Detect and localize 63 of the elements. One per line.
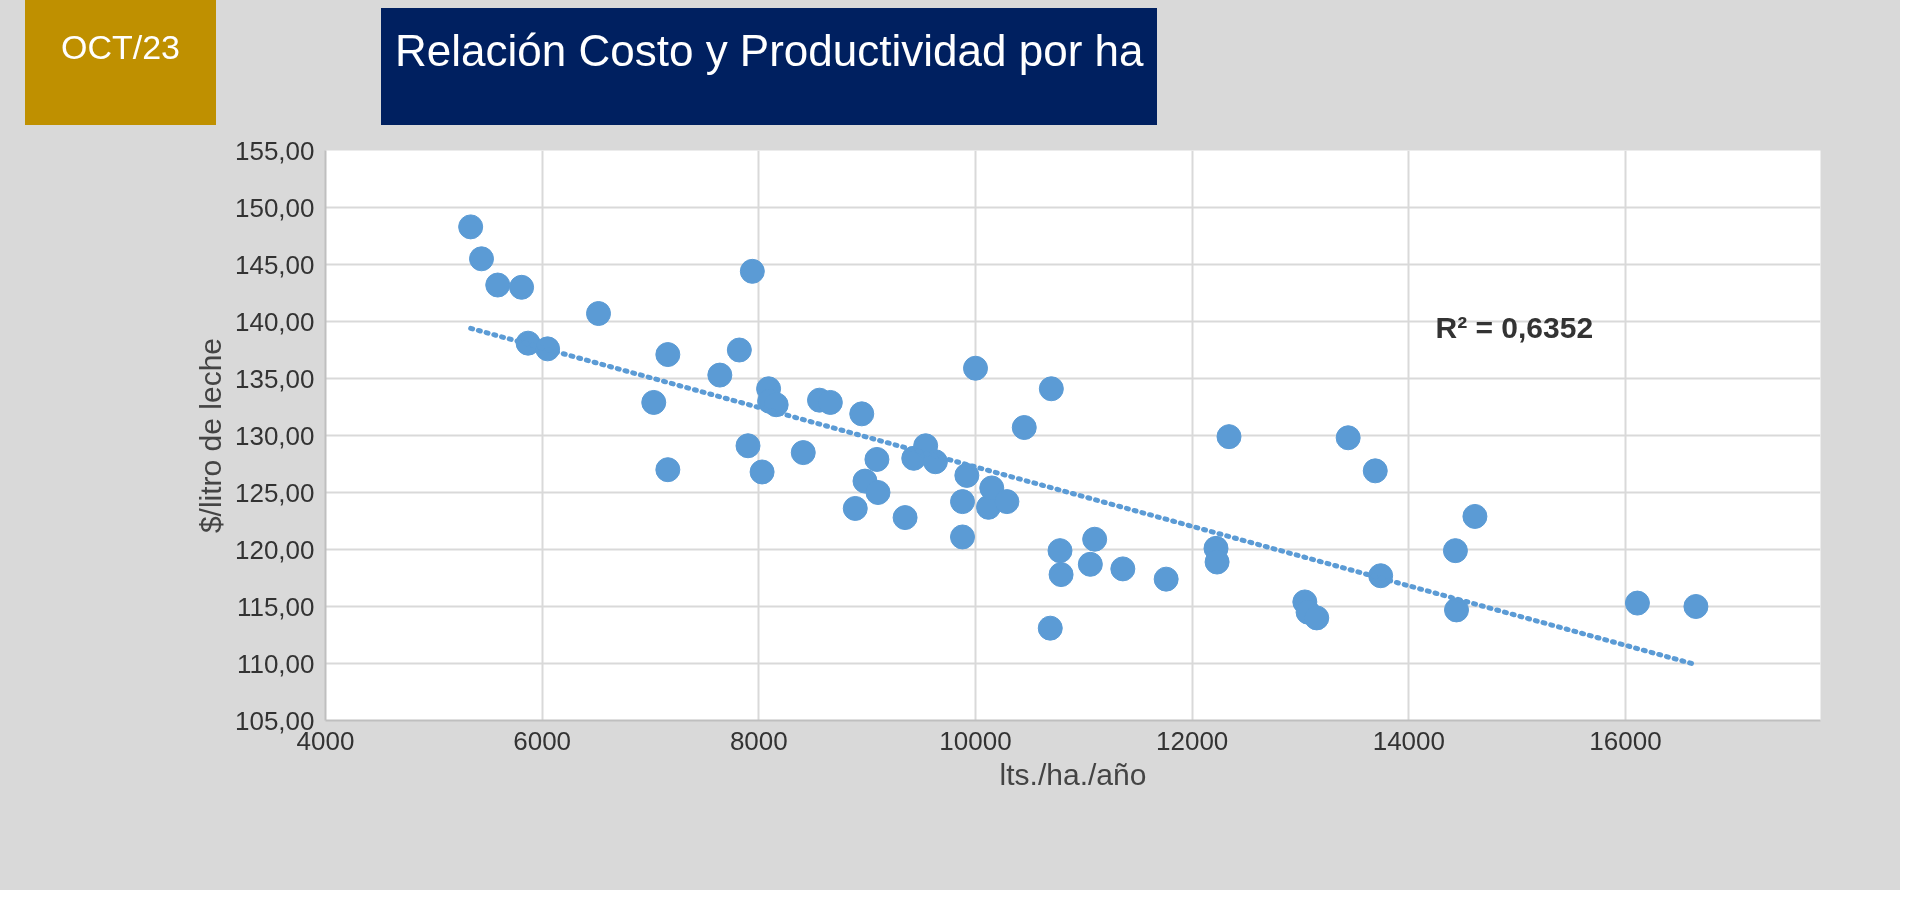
point [509, 274, 535, 300]
point [950, 489, 975, 515]
point [641, 389, 667, 415]
point [586, 301, 611, 326]
point [458, 214, 484, 240]
point [1683, 594, 1709, 619]
point [790, 440, 816, 466]
point [1110, 556, 1136, 582]
y-axis-title: $/litro de leche [193, 337, 227, 534]
y-tick-label: 135,00 [234, 363, 315, 394]
text: OCT/23 [61, 28, 181, 66]
point [950, 524, 975, 550]
point [749, 459, 775, 485]
x-tick-label: 10000 [939, 725, 1012, 756]
x-tick-label: 14000 [1372, 725, 1445, 756]
point [485, 272, 511, 298]
x-tick-label: 8000 [729, 725, 788, 756]
point [1335, 425, 1361, 451]
y-tick-label: 125,00 [234, 477, 315, 508]
point [1304, 605, 1330, 631]
y-tick-label: 110,00 [236, 648, 315, 679]
point [1153, 566, 1179, 592]
point [1048, 562, 1074, 588]
point [707, 362, 733, 388]
point [469, 246, 494, 272]
x-tick-label: 16000 [1589, 725, 1662, 756]
point [865, 480, 891, 505]
point [1082, 526, 1108, 552]
point [842, 495, 868, 521]
y-tick-label: 155,00 [234, 135, 315, 166]
y-tick-label: 120,00 [234, 534, 315, 565]
point [726, 337, 752, 363]
point [735, 433, 761, 459]
point [1216, 424, 1242, 450]
x-tick-label: 6000 [513, 725, 572, 756]
point [963, 355, 988, 381]
y-tick-label: 140,00 [234, 306, 315, 337]
annotation: R² = 0,6352 [1435, 310, 1594, 344]
y-tick-label: 130,00 [234, 420, 315, 451]
point [864, 446, 890, 472]
point [1362, 458, 1388, 484]
point [1442, 538, 1468, 564]
point [994, 489, 1020, 515]
point [739, 258, 765, 284]
point [954, 462, 980, 488]
point [1037, 615, 1063, 641]
point [1462, 503, 1488, 529]
point [1444, 597, 1469, 623]
point [1624, 590, 1650, 616]
x-axis-title: lts./ha./año [999, 757, 1147, 791]
point [655, 342, 681, 368]
chart-title: Relación Costo y Productividad por ha [395, 25, 1144, 77]
point [1047, 538, 1073, 564]
point [1077, 551, 1103, 577]
y-tick-label: 150,00 [234, 192, 315, 223]
point [892, 505, 918, 531]
point [1038, 376, 1064, 402]
y-tick-label: 145,00 [234, 249, 315, 280]
y-tick-label: 115,00 [236, 591, 315, 622]
point [849, 401, 875, 427]
point [655, 457, 681, 483]
point [1011, 415, 1037, 440]
x-tick-label: 12000 [1156, 725, 1229, 756]
